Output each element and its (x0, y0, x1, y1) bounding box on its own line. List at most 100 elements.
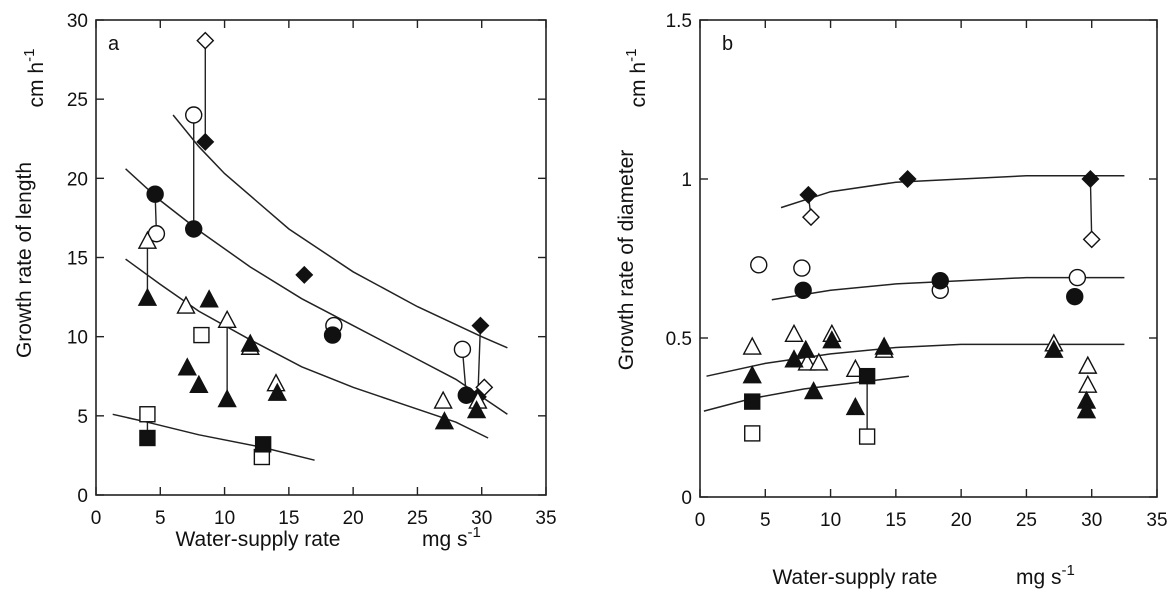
open-diamond-point (801, 208, 820, 227)
x-tick-label: 30 (471, 508, 492, 529)
y-axis-unit-exponent: -1 (623, 49, 640, 62)
y-axis-unit: cm h-1 (21, 49, 48, 108)
fit-curve (125, 168, 508, 415)
open-square-point (193, 326, 210, 344)
y-axis-title: Growth rate of diameter (615, 150, 638, 371)
filled-triangle-point (240, 333, 260, 352)
filled-triangle-point (217, 389, 237, 408)
x-axis-unit: mg s-1 (1016, 562, 1075, 589)
fit-curve (771, 276, 1125, 301)
open-triangle-point (742, 336, 762, 355)
x-axis-unit-exponent: -1 (468, 524, 481, 541)
filled-triangle-point (874, 336, 894, 355)
open-circle-point (453, 340, 472, 359)
y-tick-label: 5 (77, 407, 88, 428)
filled-circle-point (931, 272, 949, 290)
x-tick-label: 5 (155, 508, 166, 529)
y-tick-label: 15 (67, 249, 88, 270)
x-tick-label: 25 (1016, 510, 1037, 531)
fit-curve (172, 114, 508, 349)
panel-label: b (722, 33, 733, 55)
filled-square-point (858, 367, 876, 385)
open-circle-point (185, 106, 203, 124)
x-axis-title: Water-supply rate (176, 528, 341, 551)
y-axis-unit-exponent: -1 (21, 49, 38, 62)
x-tick-label: 30 (1081, 510, 1102, 531)
filled-triangle-point (267, 382, 287, 401)
fit-curve (780, 175, 1125, 209)
filled-square-point (744, 393, 761, 410)
filled-circle-point (146, 185, 164, 203)
filled-circle-point (323, 326, 342, 344)
filled-diamond-point (295, 265, 314, 284)
filled-triangle-point (137, 287, 158, 306)
x-tick-label: 0 (91, 508, 102, 529)
x-axis-unit-exponent: -1 (1062, 562, 1075, 579)
filled-triangle-point (1044, 339, 1064, 358)
y-tick-label: 0.5 (666, 329, 692, 350)
filled-circle-point (1066, 287, 1084, 306)
x-tick-label: 10 (214, 508, 235, 529)
fit-curve (703, 375, 909, 412)
fit-curve (112, 413, 315, 461)
filled-square-point (254, 436, 272, 453)
open-square-point (139, 406, 156, 423)
plot-frame (95, 19, 547, 496)
filled-diamond-point (799, 185, 818, 204)
x-tick-label: 35 (1146, 510, 1167, 531)
open-triangle-point (1078, 355, 1098, 374)
filled-diamond-point (1081, 170, 1100, 188)
filled-triangle-point (466, 400, 487, 419)
y-tick-label: 25 (67, 90, 88, 111)
y-tick-label: 10 (67, 328, 88, 349)
filled-diamond-point (196, 132, 215, 151)
panel-b: 0 5 10 15 20 25 30 35 0 0.5 1 1.5 b Water-supply rate… (615, 11, 1168, 589)
open-circle-point (793, 259, 811, 277)
y-tick-label: 20 (67, 169, 88, 190)
x-tick-label: 15 (278, 508, 299, 529)
y-tick-label: 1.5 (666, 11, 692, 32)
x-tick-label: 25 (407, 508, 428, 529)
y-tick-label: 0 (77, 486, 88, 507)
x-tick-label: 5 (760, 510, 771, 531)
panel-label: a (108, 33, 120, 55)
y-tick-label: 30 (67, 11, 88, 32)
filled-triangle-point (434, 411, 455, 430)
filled-square-point (139, 429, 156, 447)
open-triangle-point (1078, 374, 1098, 393)
open-diamond-point (1082, 230, 1101, 249)
filled-triangle-point (796, 339, 816, 358)
filled-triangle-point (845, 396, 866, 416)
open-triangle-point (137, 230, 158, 249)
x-tick-label: 35 (535, 508, 556, 529)
filled-circle-point (457, 386, 475, 404)
open-triangle-point (809, 352, 829, 371)
x-axis-title: Water-supply rate (773, 566, 938, 589)
x-axis-unit: mg s-1 (422, 524, 481, 551)
filled-circle-point (185, 220, 203, 238)
y-tick-label: 1 (681, 170, 692, 191)
y-axis-unit: cm h-1 (623, 49, 650, 108)
filled-diamond-point (471, 316, 490, 335)
filled-triangle-point (784, 349, 804, 368)
x-tick-label: 0 (695, 510, 706, 531)
open-triangle-point (176, 295, 196, 314)
filled-triangle-point (189, 374, 209, 393)
filled-triangle-point (1076, 400, 1097, 419)
open-triangle-point (784, 323, 804, 343)
x-tick-label: 20 (343, 508, 364, 529)
panel-a: 0 5 10 15 20 25 30 35 0 5 10 15 20 25 30 a Water-supply … (13, 11, 557, 551)
plot-frame (699, 19, 1158, 498)
y-tick-label: 0 (681, 488, 692, 509)
fit-curve (125, 258, 489, 439)
open-triangle-point (433, 390, 453, 409)
connector-line (1089, 178, 1093, 240)
open-circle-point (750, 256, 768, 274)
x-tick-label: 15 (885, 510, 906, 531)
filled-triangle-point (742, 365, 762, 384)
filled-circle-point (794, 281, 812, 299)
filled-diamond-point (898, 170, 917, 188)
fit-curve (706, 343, 1125, 377)
open-diamond-point (196, 31, 215, 50)
